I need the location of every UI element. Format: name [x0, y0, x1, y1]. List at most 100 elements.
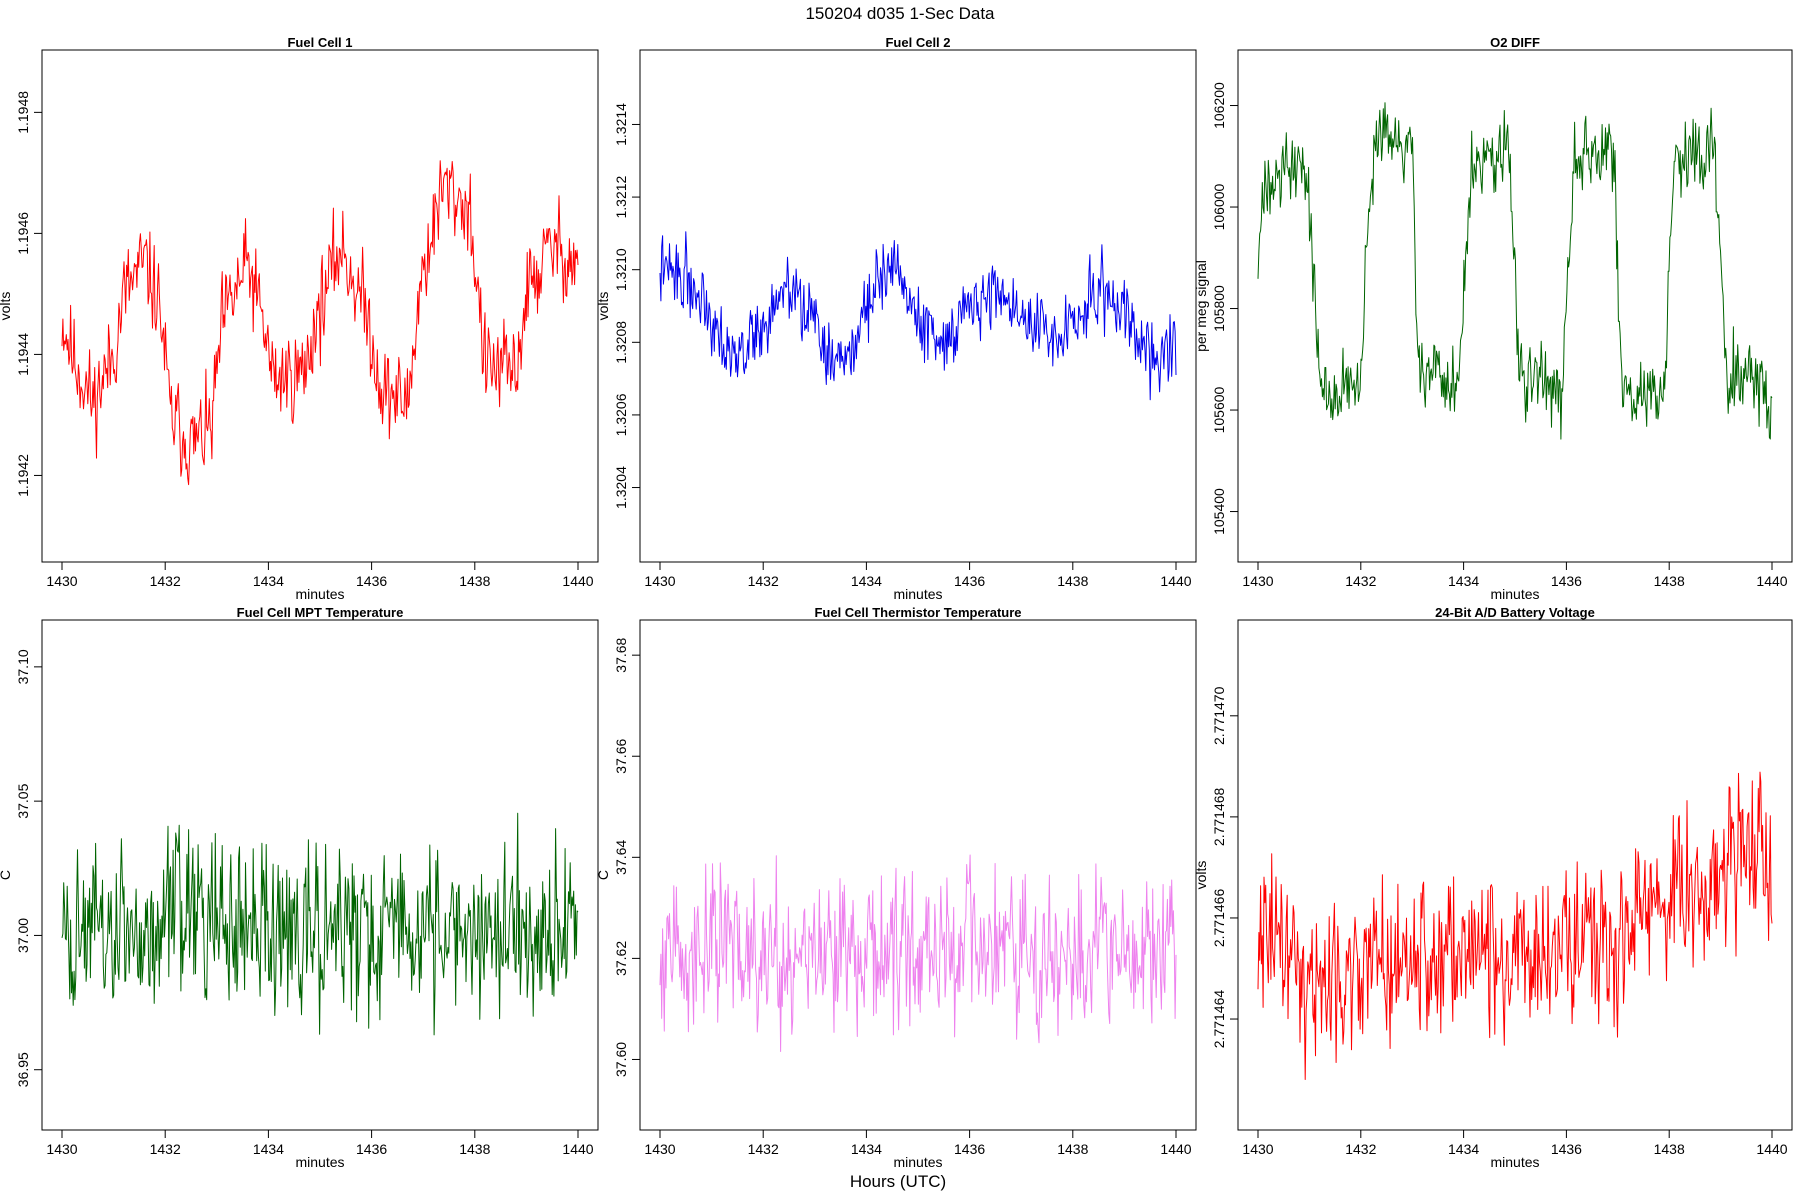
y-tick-label: 105400: [1211, 488, 1227, 535]
y-tick-label: 1.1946: [15, 212, 31, 255]
x-tick-label: 1430: [1242, 1141, 1273, 1157]
x-tick-label: 1438: [1654, 573, 1685, 589]
x-tick-label: 1440: [1756, 573, 1787, 589]
x-axis-label: minutes: [295, 1154, 344, 1170]
plot-frame: [1237, 49, 1793, 563]
panel-title: Fuel Cell 1: [287, 35, 352, 50]
x-tick-label: 1432: [748, 1141, 779, 1157]
x-tick-label: 1434: [1448, 573, 1479, 589]
data-series-line: [1257, 102, 1773, 440]
panel-title: Fuel Cell Thermistor Temperature: [814, 605, 1021, 620]
chart-panel: Fuel Cell 2 minutes volts 1430 1432 1434 1436 1…: [595, 35, 1197, 602]
panel-title: Fuel Cell MPT Temperature: [237, 605, 404, 620]
y-tick-label: 37.10: [15, 649, 31, 684]
x-tick-label: 1436: [954, 573, 985, 589]
chart-panel: Fuel Cell Thermistor Temperature minutes C…: [595, 605, 1197, 1170]
x-tick-label: 1436: [954, 1141, 985, 1157]
y-tick-label: 1.3204: [613, 466, 629, 509]
plot-frame: [1237, 619, 1793, 1131]
x-tick-label: 1430: [46, 1141, 77, 1157]
plot-frame: [639, 49, 1197, 563]
x-tick-label: 1432: [748, 573, 779, 589]
y-tick-label: 2.771466: [1211, 889, 1227, 948]
panel-title: Fuel Cell 2: [885, 35, 950, 50]
x-tick-label: 1434: [253, 573, 284, 589]
x-tick-label: 1440: [1160, 1141, 1191, 1157]
x-tick-label: 1432: [150, 573, 181, 589]
y-tick-label: 106200: [1211, 82, 1227, 129]
x-tick-label: 1430: [644, 573, 675, 589]
x-axis-label: minutes: [893, 1154, 942, 1170]
y-tick-label: 1.3212: [613, 175, 629, 218]
chart-panels: Fuel Cell 1 minutes volts 1430 1432 1434 1436 1…: [0, 35, 1793, 1170]
y-tick-label: 1.3208: [613, 321, 629, 364]
x-tick-label: 1434: [253, 1141, 284, 1157]
y-tick-label: 1.3206: [613, 393, 629, 436]
y-tick-label: 2.771468: [1211, 787, 1227, 846]
x-tick-label: 1436: [356, 1141, 387, 1157]
x-tick-label: 1440: [1160, 573, 1191, 589]
y-tick-label: 105800: [1211, 285, 1227, 332]
x-axis-label: minutes: [893, 586, 942, 602]
y-tick-label: 105600: [1211, 386, 1227, 433]
y-tick-label: 1.3210: [613, 248, 629, 291]
y-tick-label: 37.00: [15, 918, 31, 953]
y-axis-label: C: [0, 870, 13, 880]
y-tick-label: 37.64: [613, 840, 629, 875]
y-tick-label: 37.68: [613, 637, 629, 672]
y-axis-label: volts: [1193, 861, 1209, 890]
x-tick-label: 1434: [851, 1141, 882, 1157]
x-tick-label: 1430: [644, 1141, 675, 1157]
plot-frame: [41, 49, 599, 563]
figure-xlabel: Hours (UTC): [850, 1172, 946, 1191]
x-tick-label: 1440: [562, 1141, 593, 1157]
y-tick-label: 37.66: [613, 739, 629, 774]
x-tick-label: 1434: [851, 573, 882, 589]
x-tick-label: 1430: [1242, 573, 1273, 589]
x-tick-label: 1440: [562, 573, 593, 589]
x-tick-label: 1440: [1756, 1141, 1787, 1157]
data-series-line: [659, 854, 1177, 1052]
data-series-line: [61, 160, 579, 486]
y-tick-label: 2.771470: [1211, 686, 1227, 745]
x-tick-label: 1438: [459, 1141, 490, 1157]
x-tick-label: 1436: [1551, 1141, 1582, 1157]
x-tick-label: 1432: [1345, 1141, 1376, 1157]
y-axis-label: C: [595, 870, 611, 880]
data-series-line: [1257, 771, 1773, 1080]
plot-frame: [639, 619, 1197, 1131]
x-axis-label: minutes: [1490, 586, 1539, 602]
plot-frame: [41, 619, 599, 1131]
x-tick-label: 1432: [150, 1141, 181, 1157]
y-tick-label: 106000: [1211, 183, 1227, 230]
x-tick-label: 1436: [1551, 573, 1582, 589]
y-tick-label: 37.05: [15, 783, 31, 818]
chart-panel: Fuel Cell MPT Temperature minutes C 1430 143…: [0, 605, 599, 1170]
chart-panel: O2 DIFF minutes per meg signal 1430 1432 1434…: [1193, 35, 1793, 602]
x-axis-label: minutes: [1490, 1154, 1539, 1170]
x-tick-label: 1430: [46, 573, 77, 589]
y-tick-label: 1.1948: [15, 91, 31, 134]
panel-title: O2 DIFF: [1490, 35, 1540, 50]
y-tick-label: 1.3214: [613, 103, 629, 146]
x-tick-label: 1438: [1654, 1141, 1685, 1157]
y-axis-label: volts: [0, 292, 13, 321]
figure-title: 150204 d035 1-Sec Data: [805, 4, 995, 23]
data-series-line: [61, 812, 579, 1036]
y-axis-label: per meg signal: [1193, 260, 1209, 352]
x-tick-label: 1434: [1448, 1141, 1479, 1157]
panel-title: 24-Bit A/D Battery Voltage: [1435, 605, 1595, 620]
chart-panel: Fuel Cell 1 minutes volts 1430 1432 1434 1436 1…: [0, 35, 599, 602]
x-tick-label: 1438: [459, 573, 490, 589]
y-tick-label: 1.1944: [15, 333, 31, 376]
chart-panel: 24-Bit A/D Battery Voltage minutes volts 14…: [1193, 605, 1793, 1170]
y-axis-label: volts: [595, 292, 611, 321]
y-tick-label: 2.771464: [1211, 990, 1227, 1049]
x-axis-label: minutes: [295, 586, 344, 602]
y-tick-label: 37.62: [613, 941, 629, 976]
x-tick-label: 1438: [1057, 573, 1088, 589]
y-tick-label: 1.1942: [15, 454, 31, 497]
y-tick-label: 37.60: [613, 1042, 629, 1077]
x-tick-label: 1432: [1345, 573, 1376, 589]
